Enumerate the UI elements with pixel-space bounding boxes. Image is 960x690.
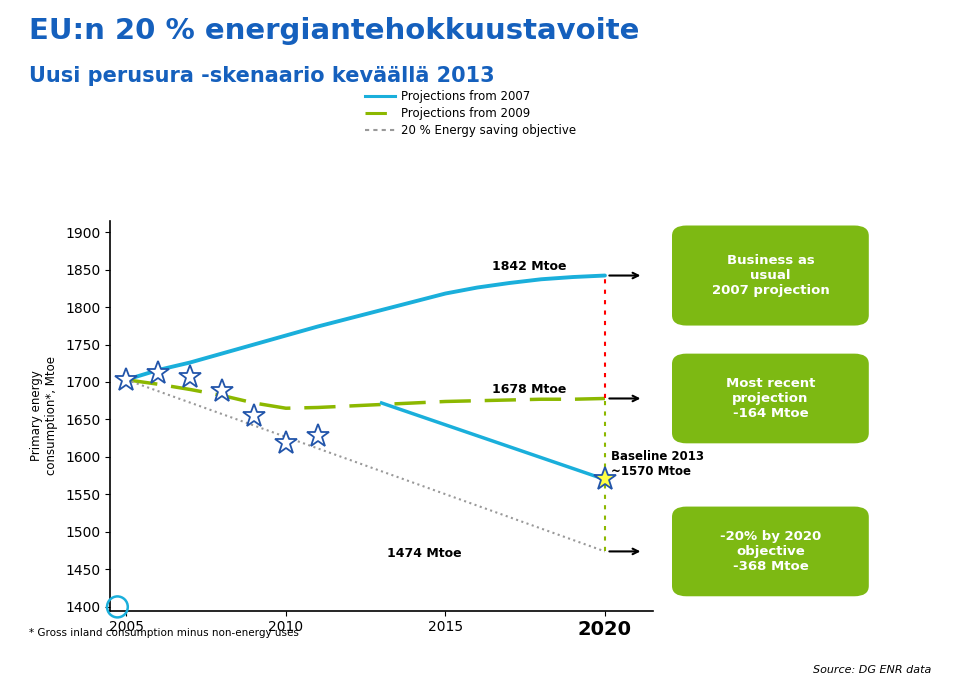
Text: EU:n 20 % energiantehokkuustavoite: EU:n 20 % energiantehokkuustavoite (29, 17, 639, 46)
Text: Uusi perusura -skenaario keväällä 2013: Uusi perusura -skenaario keväällä 2013 (29, 66, 494, 86)
Text: 1678 Mtoe: 1678 Mtoe (492, 383, 566, 396)
Text: -20% by 2020
objective
-368 Mtoe: -20% by 2020 objective -368 Mtoe (720, 530, 821, 573)
Text: Most recent
projection
-164 Mtoe: Most recent projection -164 Mtoe (726, 377, 815, 420)
Text: 1842 Mtoe: 1842 Mtoe (492, 260, 566, 273)
Y-axis label: Primary energy
consumption*, Mtoe: Primary energy consumption*, Mtoe (31, 356, 59, 475)
Text: 1474 Mtoe: 1474 Mtoe (387, 546, 462, 560)
Text: * Gross inland consumption minus non-energy uses: * Gross inland consumption minus non-ene… (29, 628, 299, 638)
Legend: Projections from 2007, Projections from 2009, 20 % Energy saving objective: Projections from 2007, Projections from … (360, 86, 581, 142)
Text: Source: DG ENR data: Source: DG ENR data (813, 664, 931, 675)
Text: Baseline 2013
~1570 Mtoe: Baseline 2013 ~1570 Mtoe (612, 450, 705, 478)
Text: Business as
usual
2007 projection: Business as usual 2007 projection (711, 254, 829, 297)
